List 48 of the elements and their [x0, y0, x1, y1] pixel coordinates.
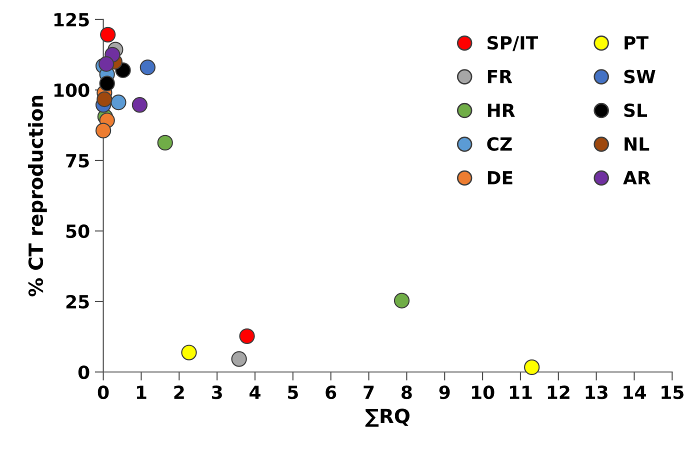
y-tick-label: 0 [78, 365, 90, 380]
y-tick-label: 125 [54, 12, 89, 27]
x-tick-label: 11 [510, 386, 532, 399]
y-axis-title: % CT reproduction [28, 96, 47, 296]
legend-label: AR [623, 171, 651, 184]
point [110, 94, 126, 110]
x-tick-label: 10 [472, 386, 494, 400]
point [100, 26, 116, 43]
legend-label: SL [624, 103, 648, 118]
point [239, 328, 255, 344]
x-tick-label: 0 [98, 386, 109, 400]
legend-label: HR [488, 104, 515, 117]
x-tick-label: 4 [250, 386, 260, 399]
point [231, 351, 247, 367]
x-tick-label: 9 [439, 386, 450, 400]
legend-label: SW [624, 70, 656, 84]
x-tick-label: 1 [136, 386, 146, 399]
x-tick-label: 8 [402, 386, 412, 400]
legend-label: SP/IT [488, 36, 538, 52]
point [99, 76, 115, 92]
point [132, 97, 148, 113]
x-tick-label: 5 [288, 386, 298, 400]
x-tick-label: 14 [624, 386, 646, 399]
y-tick-label: 50 [66, 224, 90, 238]
x-axis-title: ∑RQ [365, 408, 410, 427]
y-tick-label: 75 [66, 154, 89, 168]
point [524, 359, 540, 376]
point [95, 122, 112, 138]
legend-label: CZ [487, 137, 512, 151]
legend-label: FR [488, 70, 512, 84]
x-tick-label: 15 [662, 386, 684, 400]
x-tick-label: 6 [326, 386, 336, 400]
point [394, 292, 410, 308]
x-tick-label: 13 [586, 386, 608, 400]
legend-label: DE [488, 171, 512, 184]
y-tick-label: 100 [54, 83, 90, 98]
x-tick-label: 7 [364, 386, 374, 399]
point [98, 56, 114, 72]
point [140, 60, 156, 76]
y-tick-label: 25 [66, 294, 89, 309]
x-tick-label: 2 [174, 386, 184, 399]
legend-label: NL [624, 137, 650, 151]
x-tick-label: 3 [212, 386, 222, 400]
x-tick-label: 12 [548, 386, 570, 399]
point [181, 344, 197, 360]
legend-label: PT [624, 36, 648, 50]
point [96, 91, 112, 108]
point [157, 134, 173, 151]
